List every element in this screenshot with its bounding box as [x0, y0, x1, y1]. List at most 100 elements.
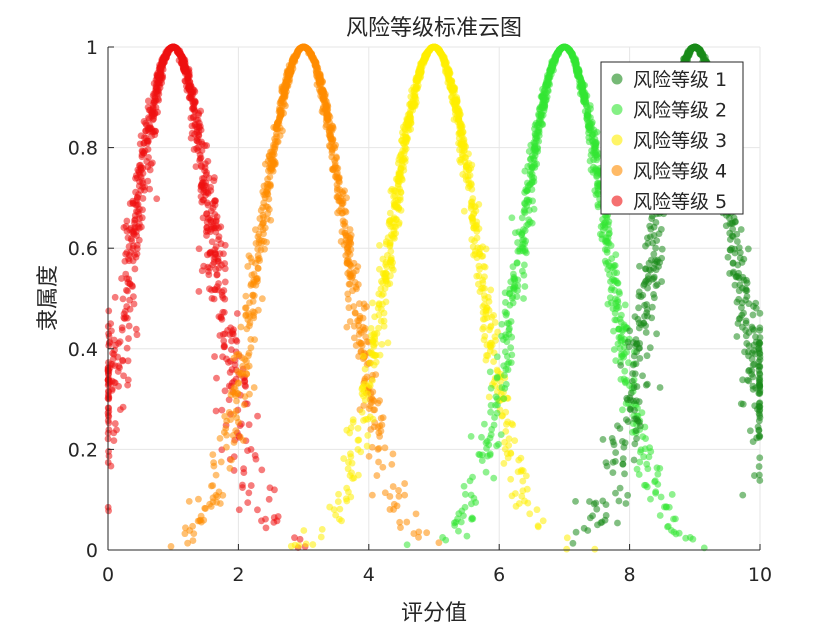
data-point	[118, 324, 126, 332]
data-point	[490, 358, 497, 366]
data-point	[531, 164, 539, 171]
legend-marker	[611, 134, 623, 146]
data-point	[311, 57, 318, 65]
data-point	[415, 533, 422, 541]
data-point	[480, 323, 488, 331]
data-point	[246, 299, 253, 307]
data-point	[618, 353, 625, 361]
data-point	[410, 100, 418, 108]
data-point	[363, 442, 371, 450]
data-point	[521, 497, 528, 505]
data-point	[373, 472, 381, 479]
data-point	[346, 234, 354, 242]
data-point	[755, 463, 763, 470]
data-point	[375, 311, 383, 319]
data-point	[741, 348, 748, 356]
data-point	[528, 186, 536, 193]
data-point	[756, 350, 764, 358]
data-point	[219, 491, 227, 499]
data-point	[455, 116, 463, 124]
data-point	[286, 70, 294, 77]
data-point	[653, 330, 660, 338]
data-point	[622, 500, 630, 507]
data-point	[382, 261, 390, 268]
data-point	[451, 106, 459, 114]
data-point	[250, 384, 258, 391]
data-point	[750, 341, 758, 349]
data-point	[382, 277, 390, 284]
legend-marker	[611, 73, 623, 85]
data-point	[346, 318, 354, 325]
data-point	[699, 51, 707, 58]
data-point	[609, 469, 617, 477]
data-point	[238, 354, 246, 362]
data-point	[475, 272, 483, 280]
data-point	[511, 229, 519, 237]
data-point	[221, 387, 229, 395]
data-point	[254, 233, 262, 241]
data-point	[756, 403, 763, 411]
data-point	[460, 147, 468, 155]
data-point	[648, 314, 656, 322]
data-point	[197, 162, 205, 170]
data-point	[330, 506, 338, 513]
data-point	[133, 241, 141, 249]
data-point	[633, 465, 641, 473]
data-point	[455, 527, 462, 535]
data-point	[137, 164, 145, 171]
data-point	[386, 242, 394, 250]
data-point	[128, 282, 136, 289]
data-point	[313, 65, 320, 73]
data-point	[487, 323, 494, 331]
data-point	[346, 226, 354, 233]
data-point	[270, 514, 278, 521]
data-point	[742, 285, 750, 293]
data-point	[212, 243, 220, 251]
data-point	[369, 299, 376, 307]
data-point	[215, 313, 223, 321]
legend-label: 风险等级 1	[633, 69, 727, 91]
data-point	[533, 506, 541, 514]
data-point	[376, 241, 383, 249]
data-point	[355, 436, 363, 444]
data-point	[105, 426, 113, 434]
data-point	[235, 506, 243, 514]
data-point	[412, 510, 420, 518]
data-point	[343, 426, 351, 434]
data-point	[216, 434, 224, 442]
data-point	[245, 489, 253, 497]
data-point	[244, 316, 252, 323]
data-point	[264, 203, 272, 211]
data-point	[247, 336, 255, 343]
data-point	[267, 216, 275, 224]
data-point	[375, 324, 382, 332]
data-point	[124, 376, 132, 384]
data-point	[627, 406, 634, 414]
data-point	[388, 460, 396, 468]
data-point	[486, 368, 494, 376]
data-point	[621, 301, 629, 309]
data-point	[493, 395, 501, 403]
data-point	[193, 137, 201, 144]
data-point	[616, 425, 624, 432]
data-point	[401, 158, 409, 165]
data-point	[635, 398, 643, 406]
data-point	[620, 443, 628, 451]
data-point	[493, 373, 501, 381]
data-point	[233, 337, 241, 345]
data-point	[370, 406, 377, 414]
data-point	[195, 111, 203, 118]
data-point	[501, 371, 508, 379]
data-point	[360, 304, 368, 312]
data-point	[480, 301, 488, 309]
data-point	[689, 535, 697, 543]
data-point	[487, 408, 494, 416]
data-point	[369, 376, 376, 384]
data-point	[656, 259, 664, 266]
data-point	[610, 441, 618, 449]
data-point	[460, 207, 468, 215]
data-point	[263, 188, 271, 196]
data-point	[399, 139, 407, 147]
data-point	[460, 482, 468, 490]
